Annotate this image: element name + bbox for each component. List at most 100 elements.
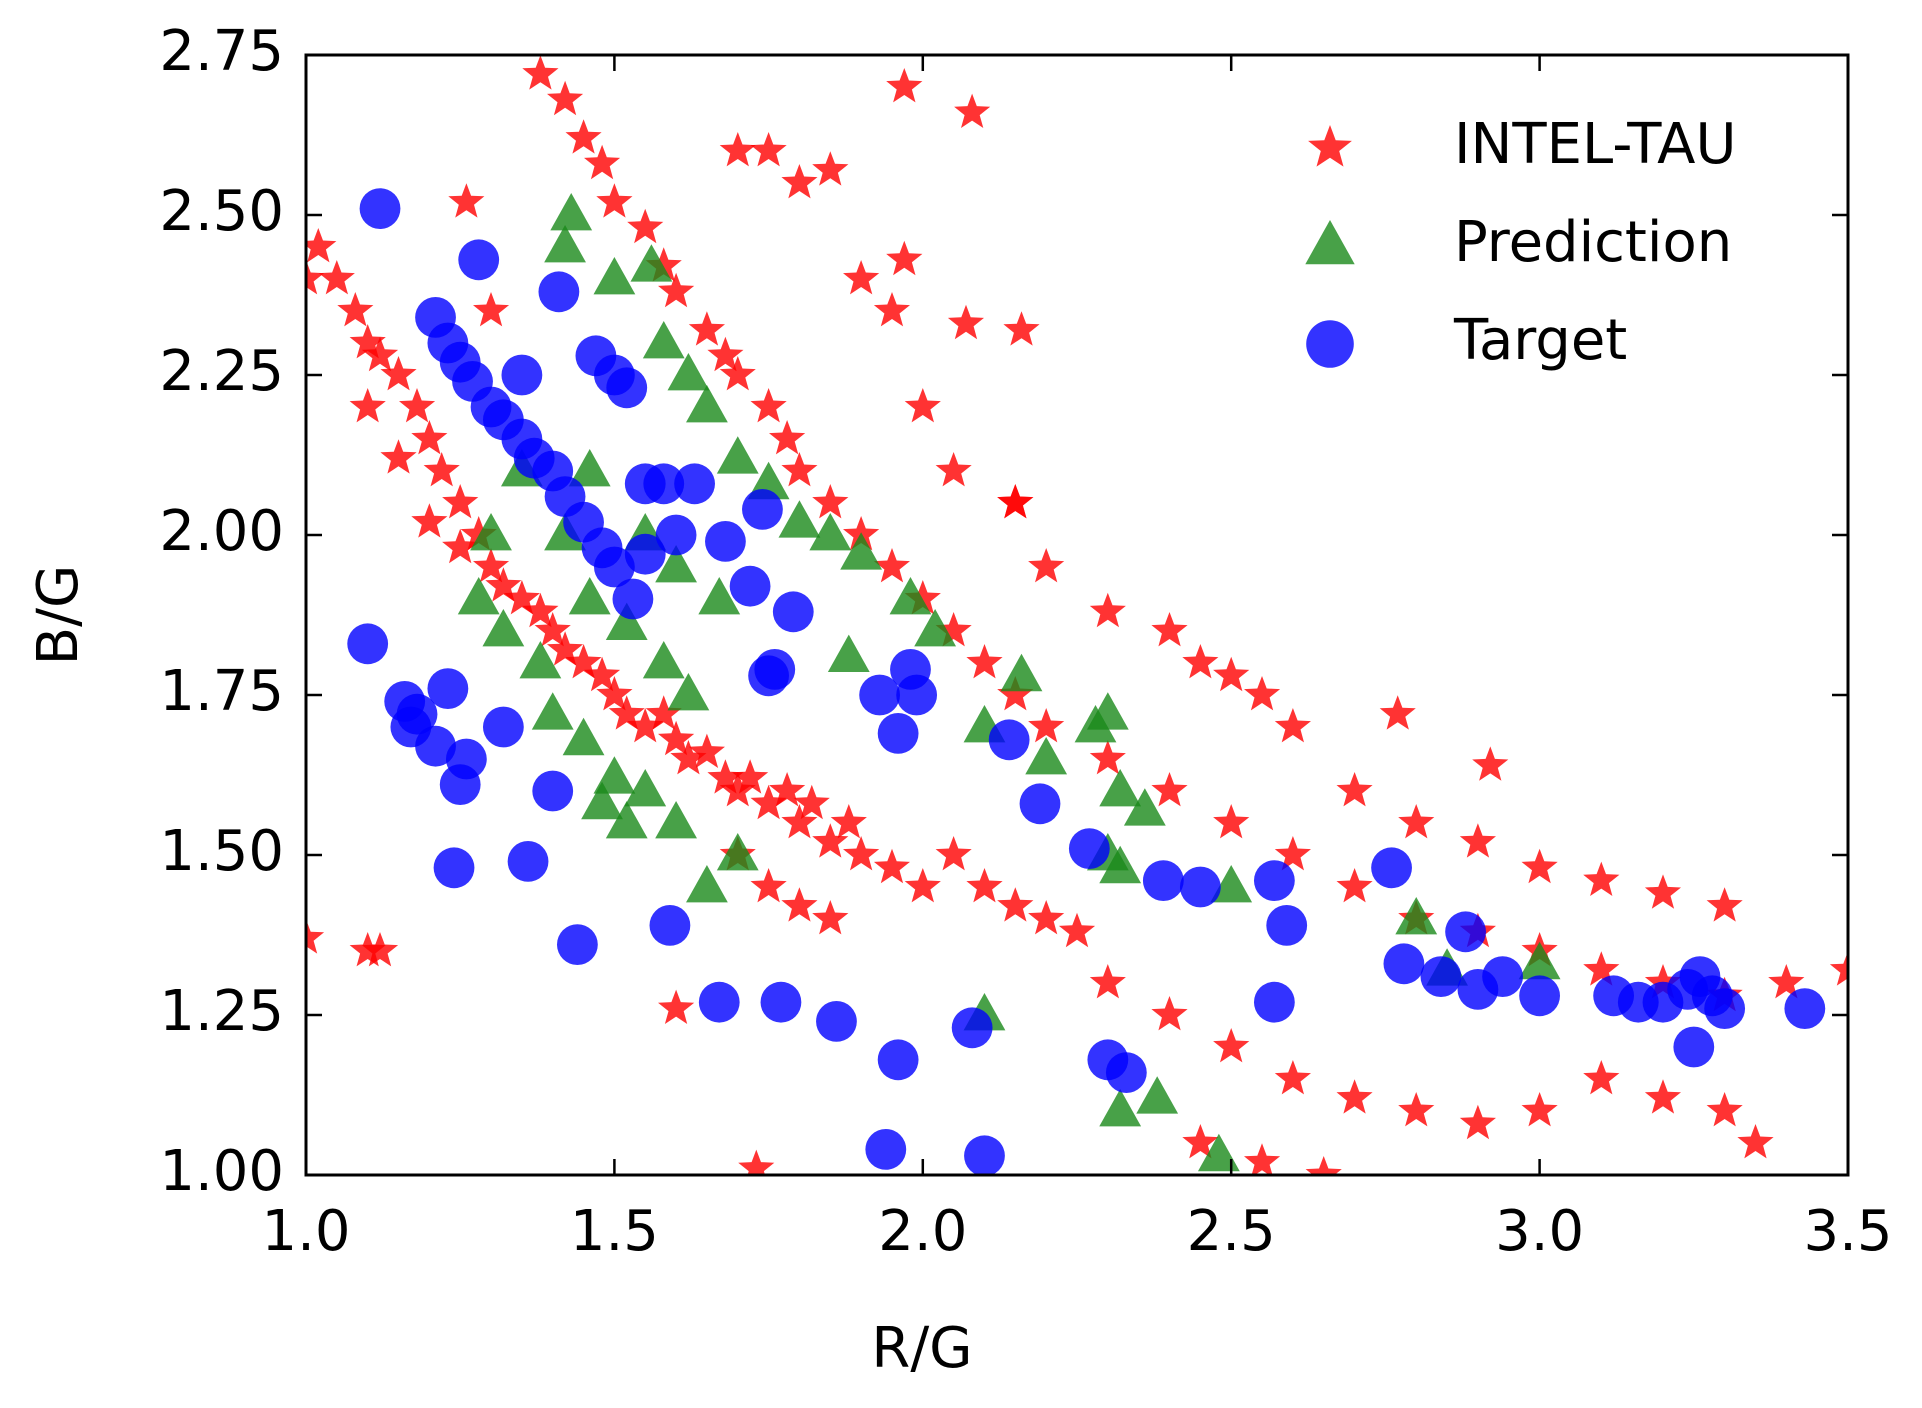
point bbox=[1089, 740, 1126, 775]
point bbox=[772, 591, 814, 633]
x-tick-label: 1.5 bbox=[570, 1199, 659, 1264]
point bbox=[1472, 746, 1509, 781]
point bbox=[947, 304, 984, 340]
point bbox=[624, 533, 666, 575]
point bbox=[411, 420, 448, 455]
point bbox=[769, 420, 806, 455]
point bbox=[658, 272, 695, 308]
point bbox=[349, 388, 386, 423]
point bbox=[889, 577, 932, 615]
x-tick-label: 2.5 bbox=[1187, 1199, 1276, 1264]
point bbox=[964, 1135, 1005, 1175]
legend-label: Target bbox=[1453, 308, 1627, 373]
point bbox=[1099, 769, 1142, 807]
point bbox=[904, 580, 941, 615]
point bbox=[843, 836, 880, 871]
point bbox=[1068, 828, 1110, 869]
point bbox=[306, 919, 325, 954]
point bbox=[1182, 1124, 1219, 1159]
point bbox=[750, 784, 787, 820]
point bbox=[584, 144, 621, 180]
point bbox=[565, 644, 602, 679]
point bbox=[1025, 737, 1068, 775]
point bbox=[1673, 1026, 1715, 1068]
point bbox=[427, 668, 469, 709]
point bbox=[612, 578, 654, 620]
point bbox=[742, 489, 783, 530]
point bbox=[568, 449, 611, 487]
point bbox=[716, 833, 759, 871]
point bbox=[645, 247, 682, 282]
point bbox=[1099, 845, 1142, 884]
point bbox=[457, 577, 500, 615]
point bbox=[1019, 783, 1061, 825]
point bbox=[1383, 943, 1425, 985]
point bbox=[1058, 912, 1096, 948]
point bbox=[1644, 874, 1681, 909]
point bbox=[707, 336, 744, 372]
point bbox=[904, 868, 941, 903]
point bbox=[473, 548, 510, 583]
point bbox=[1521, 848, 1558, 884]
point bbox=[1151, 996, 1188, 1031]
point bbox=[877, 1039, 919, 1081]
point bbox=[584, 656, 621, 692]
point bbox=[667, 353, 710, 391]
point bbox=[688, 311, 725, 346]
point bbox=[544, 225, 586, 263]
point bbox=[886, 240, 923, 276]
y-tick-label: 1.50 bbox=[159, 819, 284, 884]
point bbox=[550, 193, 593, 231]
x-tick-label: 1.0 bbox=[261, 1199, 350, 1264]
point bbox=[1142, 860, 1184, 901]
point bbox=[522, 592, 559, 628]
point bbox=[988, 719, 1030, 761]
legend-label: INTEL-TAU bbox=[1454, 112, 1736, 177]
point bbox=[630, 244, 673, 282]
point bbox=[1105, 1052, 1147, 1093]
point bbox=[347, 623, 389, 665]
point bbox=[1086, 692, 1129, 730]
point bbox=[935, 452, 972, 487]
point bbox=[507, 841, 549, 882]
point bbox=[1336, 1079, 1373, 1114]
point bbox=[748, 655, 789, 697]
point bbox=[594, 546, 635, 588]
point bbox=[593, 257, 636, 295]
legend-marker bbox=[1308, 125, 1352, 167]
point bbox=[674, 463, 715, 505]
x-axis-label: R/G bbox=[871, 1316, 972, 1381]
point bbox=[658, 989, 695, 1024]
x-tick-label: 3.0 bbox=[1495, 1199, 1584, 1264]
point bbox=[1398, 1092, 1435, 1127]
point bbox=[935, 836, 972, 871]
point bbox=[531, 692, 574, 730]
point bbox=[750, 388, 787, 423]
x-tick-label: 3.5 bbox=[1803, 1199, 1892, 1264]
point bbox=[411, 503, 448, 538]
point bbox=[954, 93, 991, 128]
point bbox=[778, 500, 821, 538]
point bbox=[380, 356, 417, 391]
point bbox=[1518, 941, 1561, 980]
point bbox=[859, 674, 901, 716]
point bbox=[593, 756, 636, 794]
point bbox=[729, 565, 771, 607]
point bbox=[442, 484, 479, 519]
point bbox=[1099, 1089, 1142, 1127]
point bbox=[1028, 708, 1065, 743]
point bbox=[1336, 772, 1373, 807]
point bbox=[1123, 788, 1166, 826]
point bbox=[1213, 1028, 1250, 1063]
point bbox=[547, 631, 584, 666]
point bbox=[562, 717, 605, 756]
point bbox=[812, 823, 849, 858]
point bbox=[1244, 1143, 1281, 1175]
point bbox=[460, 516, 497, 551]
point bbox=[966, 868, 1003, 903]
y-tick-label: 1.75 bbox=[159, 659, 284, 724]
point bbox=[1213, 656, 1250, 692]
point bbox=[896, 674, 938, 716]
point bbox=[1089, 592, 1126, 628]
